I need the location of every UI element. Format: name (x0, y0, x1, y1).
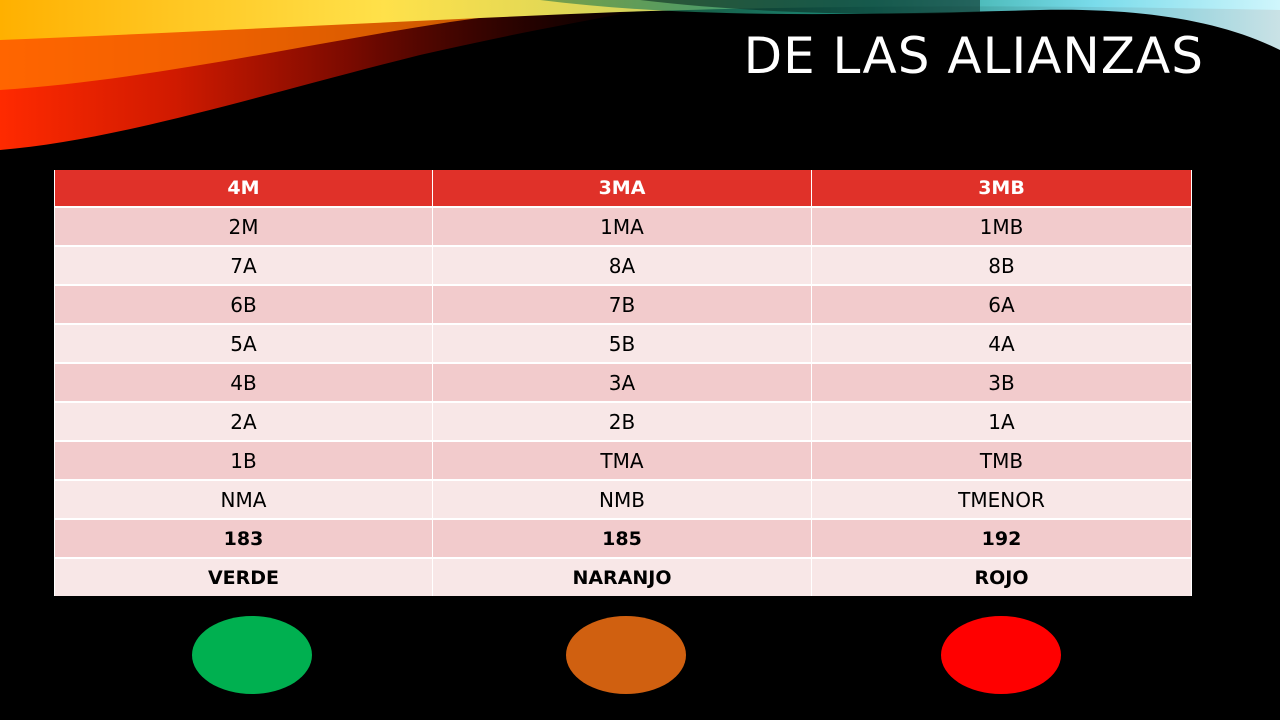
table-cell: 1B (54, 440, 433, 480)
table-cell: 1MB (811, 206, 1192, 246)
alliance-color-cell: VERDE (54, 557, 433, 596)
table-cell: TMENOR (811, 479, 1192, 519)
swoosh-cyan-band (540, 0, 1280, 50)
table-row: 4B 3A 3B (54, 362, 1192, 402)
table-cell: 5A (54, 323, 433, 363)
green-alliance-circle (192, 616, 312, 694)
score-cell: 192 (811, 518, 1192, 558)
table-row: 6B 7B 6A (54, 284, 1192, 324)
slide-title: DE LAS ALIANZAS (743, 27, 1204, 85)
table-cell: 4B (54, 362, 433, 402)
decorative-swoosh (0, 0, 1280, 150)
table-cell: 3A (432, 362, 812, 402)
table-cell: TMB (811, 440, 1192, 480)
table-cell: NMB (432, 479, 812, 519)
table-cell: TMA (432, 440, 812, 480)
table-cell: 4A (811, 323, 1192, 363)
table-cell: 6A (811, 284, 1192, 324)
table-row: 5A 5B 4A (54, 323, 1192, 363)
table-cell: 3B (811, 362, 1192, 402)
alliance-color-cell: NARANJO (432, 557, 812, 596)
table-cell: 2M (54, 206, 433, 246)
table-cell: 1A (811, 401, 1192, 441)
table-row: NMA NMB TMENOR (54, 479, 1192, 519)
table-row: 2M 1MA 1MB (54, 206, 1192, 246)
table-row: 2A 2B 1A (54, 401, 1192, 441)
score-cell: 183 (54, 518, 433, 558)
swoosh-yellow-band (0, 0, 1280, 40)
swoosh-dark-stripe (640, 0, 980, 14)
table-cell: 2A (54, 401, 433, 441)
table-cell: 7A (54, 245, 433, 285)
score-cell: 185 (432, 518, 812, 558)
column-header: 3MB (811, 170, 1192, 207)
table-cell: 8A (432, 245, 812, 285)
table-cell: 5B (432, 323, 812, 363)
orange-alliance-circle (566, 616, 686, 694)
red-alliance-circle (941, 616, 1061, 694)
alliance-color-cell: ROJO (811, 557, 1192, 596)
column-header: 3MA (432, 170, 812, 207)
table-cell: 8B (811, 245, 1192, 285)
table-cell: 7B (432, 284, 812, 324)
table-row-colors: VERDE NARANJO ROJO (54, 557, 1192, 596)
alliances-table: 4M 3MA 3MB 2M 1MA 1MB 7A 8A 8B 6B 7B 6A (54, 170, 1192, 596)
table-cell: 6B (54, 284, 433, 324)
column-header: 4M (54, 170, 433, 207)
table-row: 1B TMA TMB (54, 440, 1192, 480)
table-cell: NMA (54, 479, 433, 519)
table-row-scores: 183 185 192 (54, 518, 1192, 558)
table-cell: 1MA (432, 206, 812, 246)
table-header-row: 4M 3MA 3MB (54, 170, 1192, 207)
table-row: 7A 8A 8B (54, 245, 1192, 285)
table-cell: 2B (432, 401, 812, 441)
